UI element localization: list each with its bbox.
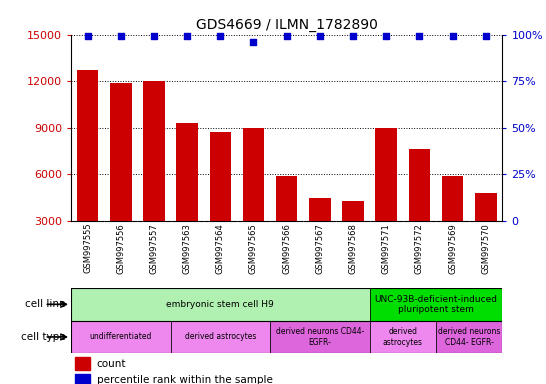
Text: cell line: cell line bbox=[25, 299, 66, 310]
Bar bbox=[436, 321, 502, 353]
Text: percentile rank within the sample: percentile rank within the sample bbox=[97, 375, 273, 384]
Bar bbox=[442, 176, 464, 267]
Bar bbox=[370, 288, 502, 321]
Bar bbox=[110, 83, 132, 267]
Bar bbox=[242, 128, 264, 267]
Point bbox=[448, 33, 457, 40]
Text: GSM997568: GSM997568 bbox=[348, 223, 358, 274]
Text: derived neurons
CD44- EGFR-: derived neurons CD44- EGFR- bbox=[438, 327, 500, 347]
Bar bbox=[210, 132, 231, 267]
Text: UNC-93B-deficient-induced
pluripotent stem: UNC-93B-deficient-induced pluripotent st… bbox=[375, 295, 497, 314]
Bar bbox=[408, 149, 430, 267]
Bar bbox=[176, 123, 198, 267]
Point bbox=[116, 33, 125, 40]
Bar bbox=[71, 321, 170, 353]
Text: GSM997555: GSM997555 bbox=[83, 223, 92, 273]
Point bbox=[316, 33, 324, 40]
Bar bbox=[75, 374, 91, 384]
Text: count: count bbox=[97, 359, 126, 369]
Point bbox=[415, 33, 424, 40]
Text: derived neurons CD44-
EGFR-: derived neurons CD44- EGFR- bbox=[276, 327, 364, 347]
Bar bbox=[370, 321, 436, 353]
Text: GSM997571: GSM997571 bbox=[382, 223, 391, 273]
Text: derived astrocytes: derived astrocytes bbox=[185, 333, 256, 341]
Point bbox=[150, 33, 158, 40]
Text: GSM997570: GSM997570 bbox=[481, 223, 490, 273]
Text: cell type: cell type bbox=[21, 332, 66, 342]
Text: GSM997565: GSM997565 bbox=[249, 223, 258, 273]
Bar bbox=[342, 200, 364, 267]
Title: GDS4669 / ILMN_1782890: GDS4669 / ILMN_1782890 bbox=[195, 18, 378, 32]
Bar bbox=[309, 197, 331, 267]
Point bbox=[382, 33, 390, 40]
Point bbox=[482, 33, 490, 40]
Bar bbox=[475, 193, 496, 267]
Text: GSM997566: GSM997566 bbox=[282, 223, 291, 274]
Text: GSM997564: GSM997564 bbox=[216, 223, 225, 273]
Bar bbox=[276, 176, 298, 267]
Text: embryonic stem cell H9: embryonic stem cell H9 bbox=[167, 300, 274, 309]
Point bbox=[216, 33, 224, 40]
Bar bbox=[170, 321, 270, 353]
Text: GSM997563: GSM997563 bbox=[182, 223, 192, 274]
Text: GSM997556: GSM997556 bbox=[116, 223, 125, 273]
Point bbox=[183, 33, 192, 40]
Bar bbox=[270, 321, 370, 353]
Text: derived
astrocytes: derived astrocytes bbox=[383, 327, 423, 347]
Bar bbox=[77, 70, 98, 267]
Point bbox=[349, 33, 358, 40]
Bar bbox=[143, 81, 165, 267]
Text: GSM997557: GSM997557 bbox=[150, 223, 158, 273]
Bar bbox=[376, 128, 397, 267]
Bar bbox=[75, 358, 91, 370]
Text: GSM997567: GSM997567 bbox=[316, 223, 324, 274]
Bar bbox=[71, 288, 370, 321]
Text: GSM997569: GSM997569 bbox=[448, 223, 457, 273]
Point bbox=[249, 39, 258, 45]
Point bbox=[83, 33, 92, 40]
Point bbox=[282, 33, 291, 40]
Text: undifferentiated: undifferentiated bbox=[90, 333, 152, 341]
Text: GSM997572: GSM997572 bbox=[415, 223, 424, 273]
